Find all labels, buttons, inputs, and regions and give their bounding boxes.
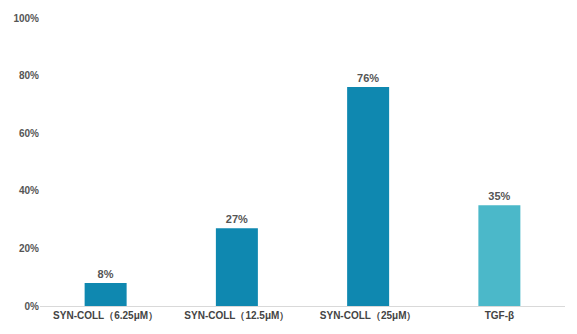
svg-text:SYN-COLL（12.5μM）: SYN-COLL（12.5μM） — [184, 310, 289, 321]
svg-text:27%: 27% — [226, 213, 248, 225]
svg-text:0%: 0% — [25, 301, 40, 312]
svg-text:SYN-COLL（6.25μM）: SYN-COLL（6.25μM） — [53, 310, 158, 321]
svg-text:40%: 40% — [19, 185, 39, 196]
svg-text:60%: 60% — [19, 128, 39, 139]
svg-text:100%: 100% — [13, 13, 39, 24]
svg-text:76%: 76% — [357, 72, 379, 84]
svg-text:20%: 20% — [19, 243, 39, 254]
svg-text:80%: 80% — [19, 70, 39, 81]
svg-text:8%: 8% — [98, 268, 114, 280]
svg-text:SYN-COLL（25μM）: SYN-COLL（25μM） — [320, 310, 417, 321]
svg-text:TGF-β: TGF-β — [485, 310, 514, 321]
svg-text:35%: 35% — [488, 190, 510, 202]
